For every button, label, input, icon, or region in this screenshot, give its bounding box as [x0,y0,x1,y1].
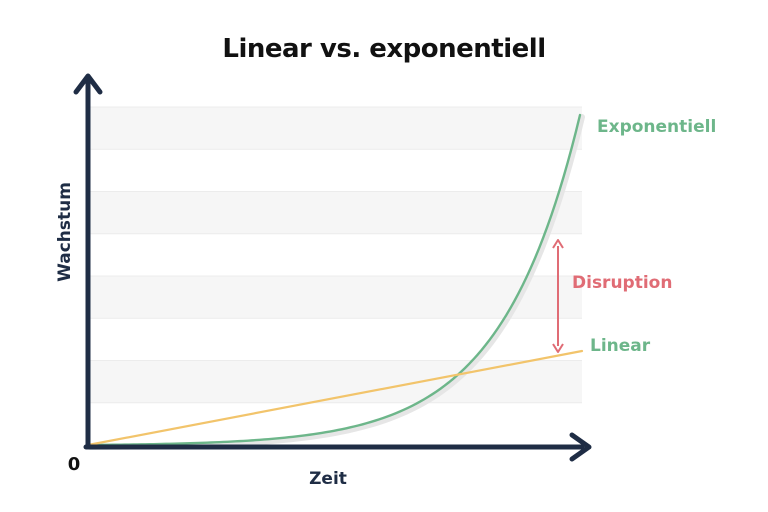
grid-band [88,360,582,403]
grid-band [88,107,582,150]
y-axis-arrow-icon [73,73,103,95]
y-axis-label: Wachstum [55,182,75,282]
disruption-arrow-head-down [552,343,564,353]
grid-band [88,318,582,361]
grid-band [88,402,582,445]
exponential-line [86,113,582,447]
axes [73,73,592,462]
x-axis-arrow-icon [569,432,592,462]
linear-line [86,349,584,447]
grid-bands [88,106,582,445]
grid-band [88,149,582,192]
grid-band [88,191,582,234]
origin-label: 0 [68,454,81,475]
disruption-label: Disruption [572,273,672,293]
chart-title: Linear vs. exponentiell [222,34,545,64]
exponential-series-label: Exponentiell [597,117,716,137]
grid-band [88,233,582,276]
annotation-layer: Disruption [552,239,672,353]
linear-series-label: Linear [590,336,651,356]
x-axis-label: Zeit [309,469,347,489]
disruption-arrow-head-up [552,239,564,249]
grid-band [88,276,582,319]
